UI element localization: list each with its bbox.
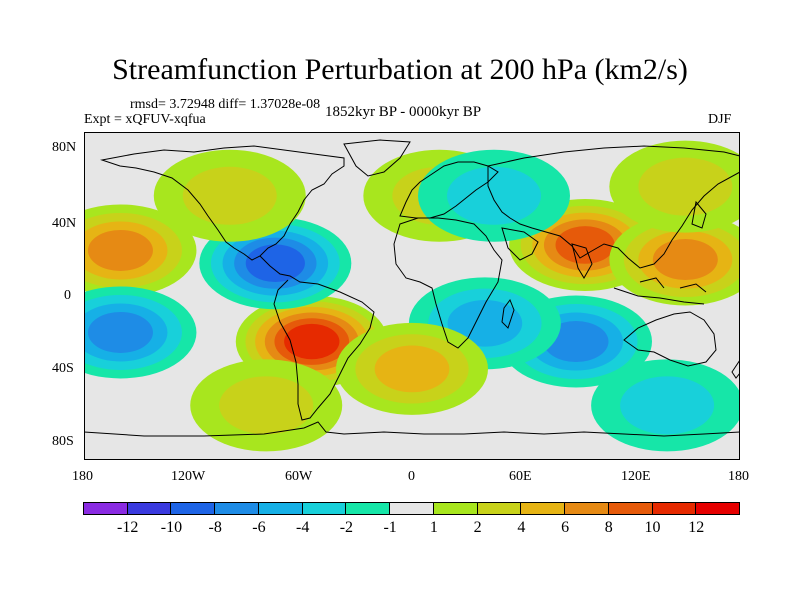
- lat-tick-label: 40S: [52, 361, 74, 376]
- colorbar-swatch: [520, 502, 566, 515]
- plot-title: Streamfunction Perturbation at 200 hPa (…: [112, 53, 688, 86]
- colorbar-label: 6: [561, 519, 570, 536]
- lon-tick-label: 180: [728, 469, 749, 484]
- coast-madagascar: [501, 298, 515, 329]
- field-contour: [620, 376, 715, 435]
- lon-tick-label: 60W: [285, 469, 313, 484]
- lon-tick-label: 120E: [621, 469, 651, 484]
- map-plot: [84, 132, 740, 460]
- stats-text: rmsd= 3.72948 diff= 1.37028e-08: [130, 97, 321, 112]
- field-contour: [245, 244, 305, 282]
- coast-indonesia: [613, 277, 707, 305]
- field-contour: [543, 321, 609, 363]
- field-contour: [284, 323, 340, 360]
- coast-south-america: [259, 255, 375, 421]
- lon-tick-label: 120W: [171, 469, 206, 484]
- colorbar-label: -12: [117, 519, 139, 536]
- field-contour: [638, 157, 733, 216]
- colorbar-swatch: [476, 502, 522, 515]
- colorbar-swatch: [695, 502, 740, 515]
- colorbar-label: -10: [160, 519, 183, 536]
- expt-label: Expt = xQFUV-xqfua: [84, 112, 206, 127]
- coast-australia: [623, 311, 717, 367]
- colorbar-swatch: [607, 502, 653, 515]
- lon-tick-label: 60E: [509, 469, 532, 484]
- colorbar-label: -8: [208, 519, 222, 536]
- colorbar-swatch: [257, 502, 303, 515]
- lon-tick-label: 180: [72, 469, 93, 484]
- colorbar-swatch: [345, 502, 391, 515]
- coast-japan: [691, 200, 707, 229]
- colorbar-swatch: [432, 502, 478, 515]
- coast-india: [571, 243, 593, 279]
- coast-arabia: [501, 227, 539, 261]
- colorbar-swatch: [170, 502, 216, 515]
- field-contour: [447, 166, 541, 225]
- field-contour: [87, 229, 153, 271]
- colorbar-swatch: [126, 502, 172, 515]
- coast-africa: [393, 217, 503, 349]
- field-contour: [219, 376, 314, 435]
- colorbar-swatch: [214, 502, 259, 515]
- coast-new-zealand: [731, 359, 740, 379]
- coast-asia: [487, 145, 740, 269]
- colorbar-swatch: [389, 502, 434, 515]
- lon-tick-label: 0: [408, 469, 415, 484]
- colorbar-label: 1: [429, 519, 438, 536]
- colorbar-label: 4: [517, 519, 526, 536]
- colorbar-swatch: [564, 502, 609, 515]
- map-border: [84, 132, 740, 460]
- field-contour: [374, 345, 450, 393]
- lat-tick-label: 80N: [52, 140, 77, 155]
- field-contour: [555, 226, 615, 264]
- colorbar-swatch: [83, 502, 128, 515]
- colorbar-label: -6: [252, 519, 266, 536]
- lat-tick-label: 40N: [52, 216, 77, 231]
- colorbar-swatch: [301, 502, 347, 515]
- season-label: DJF: [708, 112, 732, 127]
- lat-tick-label: 0: [64, 288, 71, 303]
- colorbar-label: 2: [473, 519, 482, 536]
- coast-greenland: [343, 139, 411, 177]
- colorbar-label: 8: [604, 519, 613, 536]
- coast-antarctica: [84, 421, 740, 437]
- coast-north-america: [100, 145, 345, 261]
- colorbar-label: -2: [339, 519, 354, 536]
- field-contour: [652, 239, 718, 281]
- colorbar-label: 10: [644, 519, 661, 536]
- colorbar-label: -1: [383, 519, 397, 536]
- field-contour: [182, 166, 277, 225]
- field-contour: [87, 311, 153, 353]
- colorbar: [83, 502, 740, 515]
- colorbar-swatch: [651, 502, 697, 515]
- colorbar-label: -4: [295, 519, 310, 536]
- lat-tick-label: 80S: [52, 434, 74, 449]
- colorbar-label: 12: [688, 519, 705, 536]
- coastlines: [84, 139, 740, 437]
- period-label: 1852kyr BP - 0000kyr BP: [325, 104, 482, 120]
- coast-europe: [399, 161, 499, 219]
